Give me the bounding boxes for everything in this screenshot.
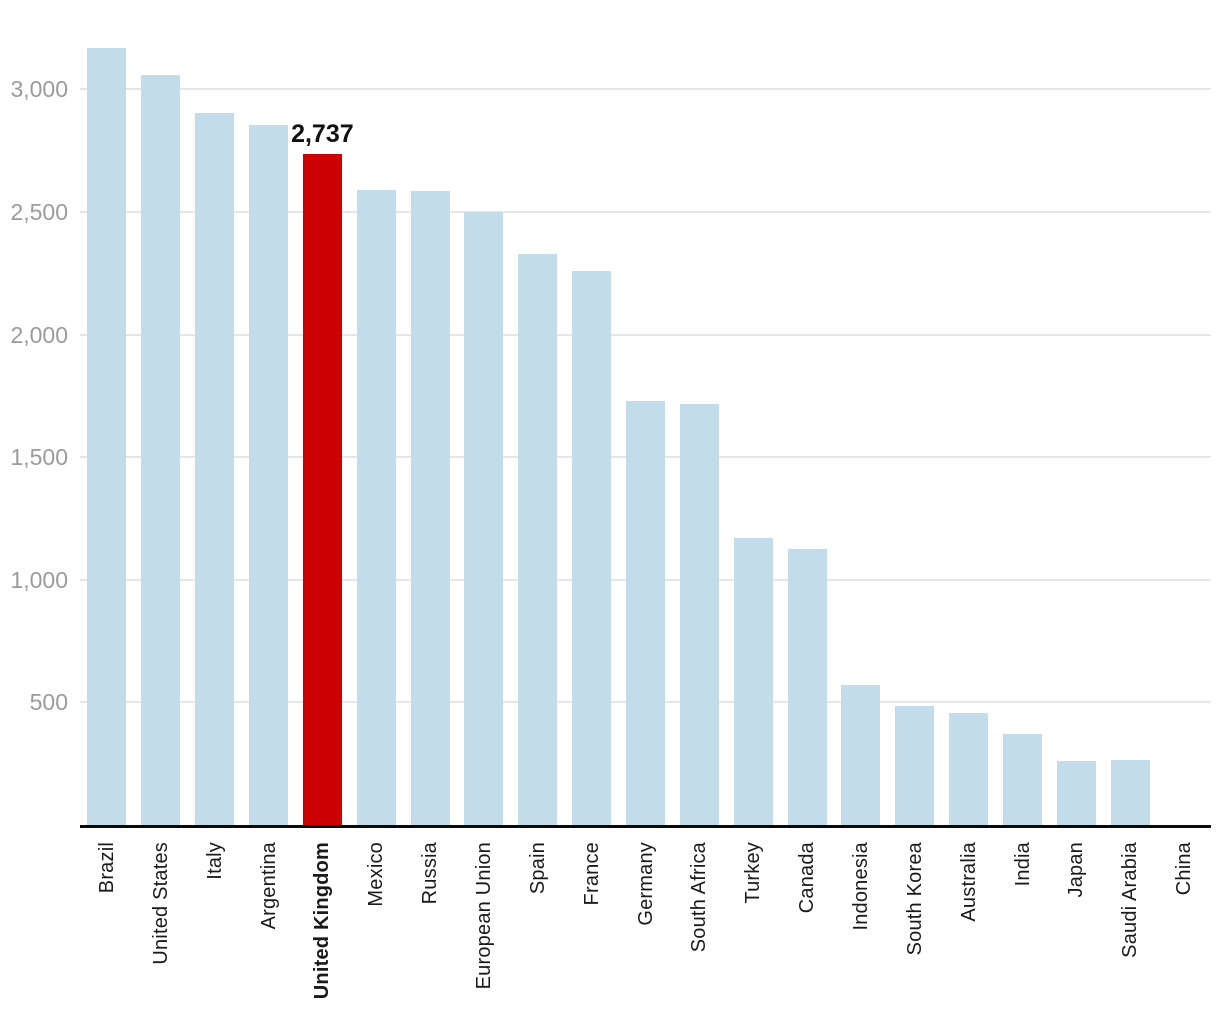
gridline-2000 xyxy=(80,333,1211,336)
x-tick-label-germany: Germany xyxy=(634,842,657,926)
x-tick-label-russia: Russia xyxy=(419,842,442,905)
bar-south-africa[interactable] xyxy=(679,404,719,825)
x-tick-label-saudi-arabia: Saudi Arabia xyxy=(1119,842,1142,958)
x-tick-label-argentina: Argentina xyxy=(257,842,280,930)
y-tick-label-1000: 1,000 xyxy=(10,566,68,593)
y-tick-label-1500: 1,500 xyxy=(10,444,68,471)
y-tick-label-3000: 3,000 xyxy=(10,76,68,103)
x-tick-label-japan: Japan xyxy=(1065,842,1088,898)
x-tick-label-united-states: United States xyxy=(149,842,172,965)
y-tick-label-500: 500 xyxy=(29,689,68,716)
x-tick-label-india: India xyxy=(1011,842,1034,887)
bar-indonesia[interactable] xyxy=(841,685,881,825)
x-tick-label-mexico: Mexico xyxy=(365,842,388,907)
bar-south-korea[interactable] xyxy=(895,706,935,825)
bar-turkey[interactable] xyxy=(733,538,773,825)
bar-mexico[interactable] xyxy=(356,189,396,825)
x-tick-label-australia: Australia xyxy=(957,842,980,922)
bar-italy[interactable] xyxy=(195,112,235,825)
bar-russia[interactable] xyxy=(410,191,450,825)
bar-canada[interactable] xyxy=(787,549,827,825)
x-tick-label-france: France xyxy=(580,842,603,906)
bar-germany[interactable] xyxy=(626,400,665,825)
x-axis-line xyxy=(80,825,1211,828)
x-tick-label-indonesia: Indonesia xyxy=(849,842,872,931)
highlight-value-label: 2,737 xyxy=(291,119,354,148)
y-tick-label-2500: 2,500 xyxy=(10,198,68,225)
bar-france[interactable] xyxy=(572,270,612,825)
x-tick-label-south-africa: South Africa xyxy=(688,842,711,953)
x-tick-label-china: China xyxy=(1173,842,1196,896)
bar-spain[interactable] xyxy=(518,253,558,825)
gridline-3000 xyxy=(80,88,1211,91)
x-tick-label-united-kingdom: United Kingdom xyxy=(311,842,334,1000)
x-tick-label-brazil: Brazil xyxy=(95,842,118,894)
bar-european-union[interactable] xyxy=(464,211,504,825)
x-tick-label-south-korea: South Korea xyxy=(903,842,926,956)
bar-united-kingdom[interactable] xyxy=(302,153,342,825)
bar-australia[interactable] xyxy=(949,713,989,825)
bar-united-states[interactable] xyxy=(141,74,181,825)
x-tick-label-canada: Canada xyxy=(796,842,819,914)
bar-japan[interactable] xyxy=(1056,761,1096,825)
x-tick-label-european-union: European Union xyxy=(472,842,495,990)
x-tick-label-italy: Italy xyxy=(203,842,226,880)
bar-india[interactable] xyxy=(1003,734,1042,825)
bar-brazil[interactable] xyxy=(87,47,127,825)
y-tick-label-2000: 2,000 xyxy=(10,321,68,348)
gridline-2500 xyxy=(80,210,1211,213)
bar-saudi-arabia[interactable] xyxy=(1110,760,1150,825)
x-tick-label-turkey: Turkey xyxy=(742,842,765,904)
x-tick-label-spain: Spain xyxy=(526,842,549,895)
bar-argentina[interactable] xyxy=(249,124,288,825)
